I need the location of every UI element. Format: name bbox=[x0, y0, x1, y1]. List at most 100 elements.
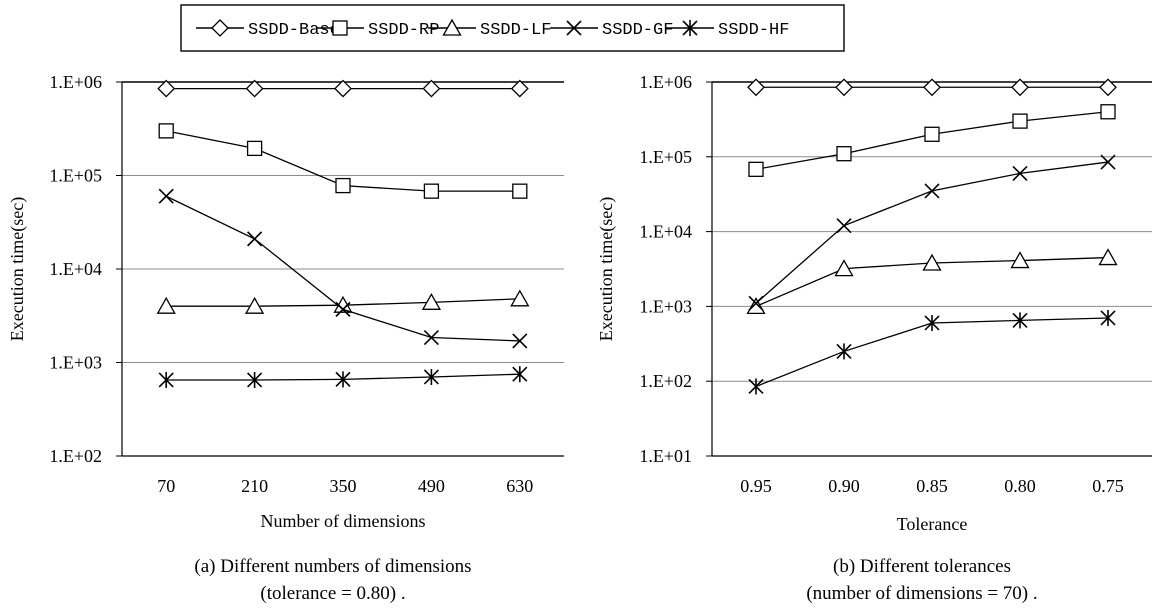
data-point-x bbox=[335, 301, 351, 317]
data-point-square bbox=[335, 177, 351, 194]
data-point-x bbox=[1100, 154, 1116, 170]
legend-label: SSDD-Base bbox=[248, 21, 340, 40]
chart-b: 1.E+01 1.E+02 1.E+03 1.E+04 1.E+05 1.E+06 0.95… bbox=[596, 72, 1152, 604]
legend-item-ssdd-hf: SSDD-HF bbox=[666, 20, 789, 40]
data-point-diamond bbox=[245, 79, 264, 98]
y-tick-label: 1.E+02 bbox=[49, 446, 102, 466]
legend-marker-asterisk bbox=[682, 20, 698, 36]
data-point-x bbox=[836, 218, 852, 234]
y-tick-label: 1.E+01 bbox=[639, 446, 692, 466]
legend-item-ssdd-gf: SSDD-GF bbox=[550, 20, 673, 40]
data-point-x bbox=[512, 333, 528, 349]
x-tick-label: 0.80 bbox=[1004, 476, 1036, 496]
data-point-asterisk bbox=[512, 366, 528, 383]
data-point-square bbox=[246, 140, 263, 157]
data-point-square bbox=[512, 183, 528, 199]
data-point-square bbox=[423, 183, 440, 199]
legend-item-ssdd-base: SSDD-Base bbox=[196, 19, 340, 40]
caption-line-1: (a) Different numbers of dimensions bbox=[194, 556, 471, 577]
series-ssdd-gf bbox=[158, 188, 528, 349]
series-ssdd-base bbox=[157, 79, 529, 98]
y-tick-label: 1.E+04 bbox=[639, 222, 692, 242]
data-point-triangle bbox=[421, 293, 442, 310]
series-ssdd-hf bbox=[158, 366, 528, 388]
x-tick-label: 0.85 bbox=[916, 476, 948, 496]
data-point-square bbox=[158, 123, 174, 139]
x-tick-label: 210 bbox=[241, 476, 268, 496]
series-ssdd-lf bbox=[746, 248, 1118, 315]
y-axis-title: Execution time(sec) bbox=[7, 197, 28, 341]
data-point-asterisk bbox=[247, 371, 263, 388]
data-point-diamond bbox=[510, 79, 529, 98]
data-point-diamond bbox=[1099, 78, 1117, 97]
data-point-triangle bbox=[922, 253, 942, 271]
data-point-diamond bbox=[157, 79, 176, 98]
legend-marker-x bbox=[566, 20, 582, 36]
series-ssdd-gf bbox=[748, 154, 1116, 311]
y-tick-label: 1.E+03 bbox=[49, 353, 102, 373]
data-point-triangle bbox=[746, 297, 766, 315]
data-point-asterisk bbox=[423, 368, 439, 385]
series-ssdd-hf bbox=[748, 309, 1116, 395]
data-point-square bbox=[748, 161, 764, 177]
x-tick-label: 630 bbox=[506, 476, 533, 496]
data-point-diamond bbox=[923, 78, 941, 97]
legend-label: SSDD-HF bbox=[718, 21, 789, 40]
data-point-diamond bbox=[835, 78, 853, 97]
y-tick-label: 1.E+04 bbox=[49, 259, 102, 279]
series-ssdd-base bbox=[747, 78, 1117, 97]
x-tick-label: 0.90 bbox=[828, 476, 860, 496]
y-tick-label: 1.E+06 bbox=[639, 72, 692, 92]
x-tick-label: 490 bbox=[418, 476, 445, 496]
data-point-asterisk bbox=[335, 371, 351, 388]
legend-label: SSDD-LF bbox=[480, 21, 551, 40]
data-point-asterisk bbox=[836, 343, 852, 360]
y-tick-label: 1.E+06 bbox=[49, 72, 102, 92]
y-tick-label: 1.E+05 bbox=[639, 147, 692, 167]
data-point-diamond bbox=[334, 79, 352, 98]
y-tick-label: 1.E+02 bbox=[639, 371, 692, 391]
legend-marker-triangle bbox=[442, 18, 462, 36]
data-point-asterisk bbox=[1100, 309, 1116, 326]
x-axis-title: Number of dimensions bbox=[261, 511, 426, 531]
data-point-x bbox=[748, 295, 764, 311]
data-point-x bbox=[1012, 165, 1028, 181]
data-point-asterisk bbox=[158, 371, 174, 388]
data-point-diamond bbox=[422, 79, 441, 98]
legend-label: SSDD-GF bbox=[602, 21, 673, 40]
chart-a: 1.E+02 1.E+03 1.E+04 1.E+05 1.E+06 70 210 350 49… bbox=[7, 72, 564, 604]
data-point-diamond bbox=[1011, 78, 1029, 97]
caption-line-2: (number of dimensions = 70) . bbox=[806, 583, 1037, 604]
data-point-asterisk bbox=[924, 314, 940, 331]
data-point-square bbox=[1012, 113, 1028, 129]
series-line bbox=[755, 161, 1109, 304]
legend: SSDD-Base SSDD-RP SSDD-LF SSDD-GF SSDD-HF bbox=[180, 4, 845, 52]
legend-item-ssdd-rp: SSDD-RP bbox=[316, 20, 439, 40]
data-point-asterisk bbox=[1012, 312, 1028, 329]
legend-item-ssdd-lf: SSDD-LF bbox=[428, 18, 551, 40]
data-point-x bbox=[158, 188, 174, 204]
x-axis-title: Tolerance bbox=[897, 514, 968, 534]
caption-line-2: (tolerance = 0.80) . bbox=[260, 583, 405, 604]
x-tick-label: 70 bbox=[157, 476, 175, 496]
series-ssdd-rp bbox=[158, 123, 528, 199]
y-axis-title: Execution time(sec) bbox=[596, 197, 617, 341]
data-point-x bbox=[423, 329, 439, 346]
data-point-triangle bbox=[156, 296, 176, 314]
data-point-asterisk bbox=[748, 378, 764, 395]
data-point-triangle bbox=[510, 289, 530, 307]
data-point-x bbox=[924, 183, 940, 199]
data-point-square bbox=[836, 146, 852, 162]
x-tick-label: 0.75 bbox=[1092, 476, 1124, 496]
x-tick-label: 350 bbox=[330, 476, 357, 496]
x-tick-label: 0.95 bbox=[740, 476, 772, 496]
legend-marker-diamond bbox=[211, 19, 229, 37]
data-point-square bbox=[924, 126, 940, 142]
y-tick-label: 1.E+05 bbox=[49, 166, 102, 186]
legend-label: SSDD-RP bbox=[368, 21, 439, 40]
data-point-triangle bbox=[244, 296, 265, 314]
data-point-x bbox=[247, 231, 263, 247]
data-point-triangle bbox=[1098, 248, 1118, 266]
y-tick-label: 1.E+03 bbox=[639, 296, 692, 316]
